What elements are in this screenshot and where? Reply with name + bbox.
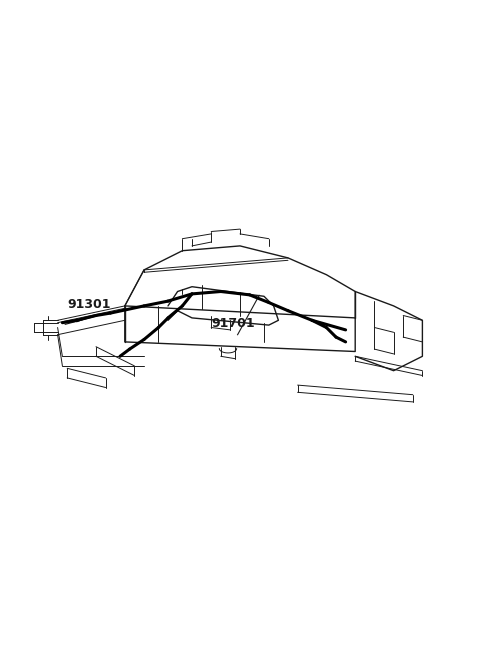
Text: 91301: 91301 <box>67 298 110 310</box>
Text: 91701: 91701 <box>211 317 254 330</box>
